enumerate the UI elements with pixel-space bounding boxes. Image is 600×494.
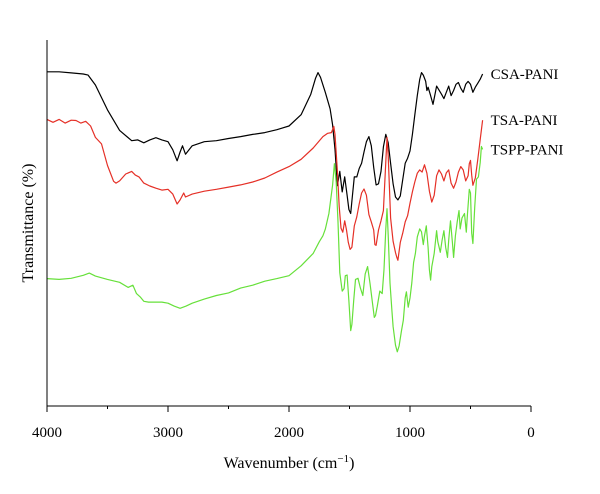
series-label-csa-pani: CSA-PANI [491, 67, 559, 83]
x-tick-label: 1000 [395, 425, 425, 441]
axes-layer [46, 40, 531, 407]
series-label-tsa-pani: TSA-PANI [491, 113, 558, 129]
y-axis-title: Transmittance (%) [20, 164, 37, 283]
series-layer [46, 71, 484, 353]
series-line-tsa-pani [46, 118, 484, 261]
x-axis-title: Wavenumber (cm−1) [224, 453, 355, 472]
x-tick-label: 3000 [153, 425, 183, 441]
x-tick-label: 4000 [32, 425, 62, 441]
x-tick-label: 2000 [274, 425, 304, 441]
series-label-layer: CSA-PANI TSA-PANI TSPP-PANI [491, 67, 564, 158]
x-tick-layer: 4000 3000 2000 1000 0 [32, 406, 535, 441]
series-line-tspp-pani [46, 145, 484, 353]
x-tick-label: 0 [527, 425, 535, 441]
series-line-csa-pani [47, 71, 484, 215]
series-label-tspp-pani: TSPP-PANI [491, 142, 564, 158]
